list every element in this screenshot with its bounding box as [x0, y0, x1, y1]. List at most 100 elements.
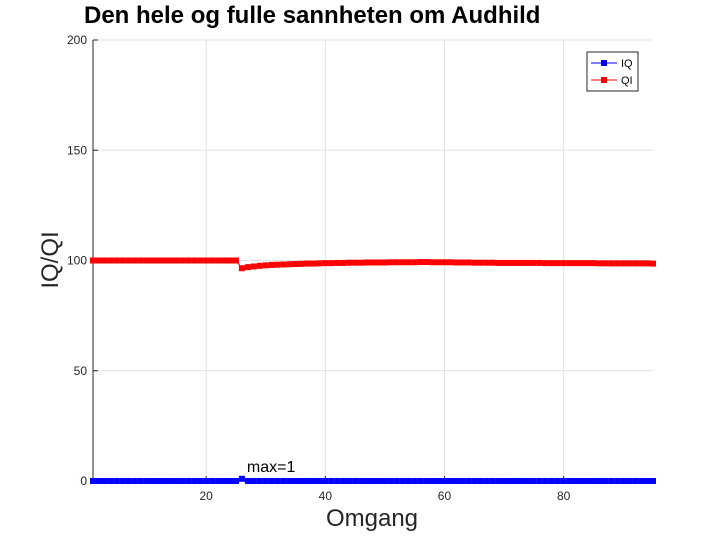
data-point-qi [387, 259, 394, 266]
data-point-qi [614, 260, 621, 267]
data-point-qi [340, 259, 347, 266]
data-point-iq [459, 478, 466, 484]
legend-item-iq: IQ [591, 58, 633, 70]
data-point-iq [524, 478, 531, 484]
data-point-iq [238, 475, 245, 482]
legend-item-qi: QI [591, 75, 633, 87]
data-point-iq [483, 478, 490, 484]
x-tick-label: 40 [319, 489, 333, 503]
data-point-iq [387, 478, 394, 484]
data-point-qi [95, 257, 102, 264]
x-tick-label: 60 [438, 489, 452, 503]
data-point-iq [286, 478, 293, 484]
data-point-qi [638, 260, 645, 267]
data-point-iq [530, 478, 537, 484]
data-point-iq [566, 478, 573, 484]
data-point-iq [340, 478, 347, 484]
data-point-qi [566, 260, 573, 267]
data-point-qi [602, 260, 609, 267]
data-point-iq [644, 478, 651, 484]
data-point-qi [632, 260, 639, 267]
data-point-qi [322, 260, 329, 267]
data-point-iq [614, 478, 621, 484]
data-point-qi [161, 257, 168, 264]
data-point-qi [507, 259, 514, 266]
data-point-qi [524, 259, 531, 266]
x-tick-label: 80 [557, 489, 571, 503]
data-point-qi [286, 261, 293, 268]
data-point-qi [393, 259, 400, 266]
data-point-qi [530, 259, 537, 266]
data-point-qi [173, 257, 180, 264]
data-point-qi [370, 259, 376, 266]
data-point-iq [423, 478, 430, 484]
data-point-iq [375, 478, 382, 484]
legend-label: IQ [621, 58, 633, 70]
data-point-iq [161, 478, 168, 484]
data-point-iq [548, 478, 555, 484]
y-tick-label: 50 [74, 364, 88, 378]
data-point-qi [155, 257, 162, 264]
data-point-iq [596, 478, 603, 484]
data-point-qi [137, 257, 144, 264]
data-point-iq [489, 478, 496, 484]
data-point-iq [495, 478, 502, 484]
data-point-iq [620, 478, 627, 484]
data-point-iq [429, 478, 436, 484]
data-point-iq [465, 478, 472, 484]
data-point-qi [244, 264, 251, 271]
data-point-qi [572, 260, 579, 267]
data-point-qi [215, 257, 222, 264]
data-point-qi [90, 257, 96, 264]
data-point-qi [346, 259, 353, 266]
data-point-iq [125, 478, 132, 484]
data-point-iq [197, 478, 204, 484]
data-point-qi [620, 260, 627, 267]
x-axis-title: Omgang [326, 505, 418, 532]
data-point-qi [119, 257, 126, 264]
data-point-iq [626, 478, 633, 484]
data-point-iq [113, 478, 120, 484]
data-point-iq [250, 478, 257, 484]
data-point-iq [572, 478, 579, 484]
data-point-qi [298, 260, 305, 267]
data-point-iq [542, 478, 549, 484]
data-point-qi [429, 259, 436, 266]
data-point-iq [358, 478, 365, 484]
data-point-qi [232, 257, 239, 264]
data-point-qi [483, 259, 490, 266]
data-point-qi [328, 260, 335, 267]
data-point-iq [316, 478, 323, 484]
x-tick-label: 20 [200, 489, 214, 503]
legend-box [586, 51, 639, 92]
data-point-iq [650, 478, 656, 484]
data-point-iq [137, 478, 144, 484]
data-point-iq [280, 478, 287, 484]
data-point-qi [125, 257, 132, 264]
data-point-qi [411, 259, 418, 266]
data-point-iq [477, 478, 484, 484]
data-point-qi [274, 261, 281, 268]
data-point-qi [453, 259, 460, 266]
data-point-qi [399, 259, 406, 266]
data-point-iq [447, 478, 454, 484]
data-point-iq [518, 478, 525, 484]
data-point-qi [554, 260, 561, 267]
data-point-iq [352, 478, 359, 484]
data-point-iq [221, 478, 228, 484]
data-point-iq [185, 478, 192, 484]
data-point-iq [399, 478, 406, 484]
data-point-qi [268, 261, 275, 268]
data-point-qi [548, 260, 555, 267]
data-point-iq [608, 478, 615, 484]
y-tick-label: 0 [80, 474, 87, 488]
data-point-qi [650, 260, 656, 267]
data-point-qi [417, 259, 424, 266]
series-iq [90, 475, 656, 484]
data-point-iq [590, 478, 597, 484]
data-point-qi [131, 257, 138, 264]
data-point-iq [602, 478, 609, 484]
y-axis-title: IQ/QI [37, 231, 64, 288]
data-point-iq [435, 478, 442, 484]
